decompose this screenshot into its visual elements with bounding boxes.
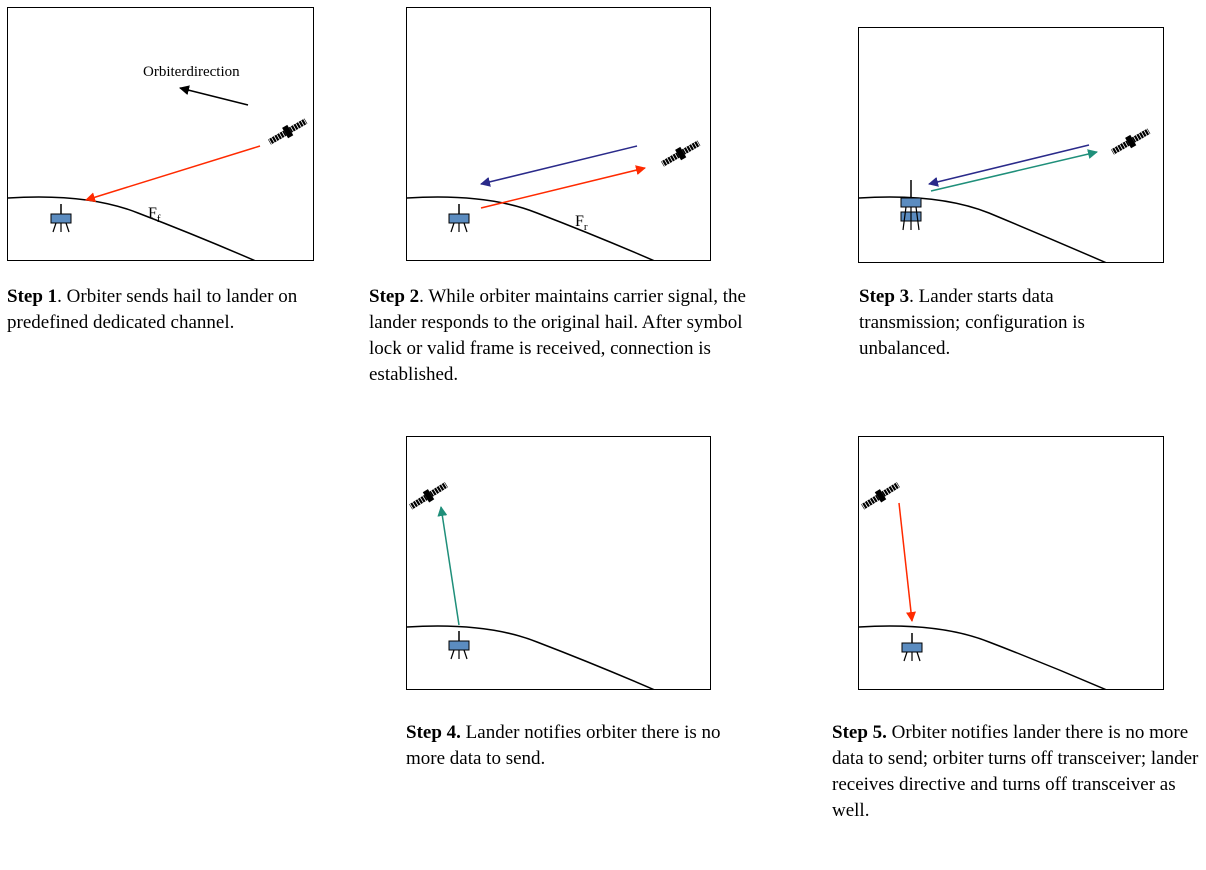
step1-panel: Orbiterdirection Ff: [7, 7, 314, 261]
step4-caption: Step 4. Lander notifies orbiter there is…: [406, 720, 736, 772]
step2-title: Step 2: [369, 286, 420, 307]
step3-panel: [858, 27, 1164, 263]
planet-horizon: [859, 625, 1107, 689]
step3-text: . Lander starts data transmission; confi…: [859, 286, 1085, 359]
step1-diagram: Orbiterdirection Ff: [8, 64, 310, 260]
end-of-data-arrow: [898, 502, 916, 622]
step5-title: Step 5.: [832, 722, 887, 743]
freq-subscript: f: [157, 213, 161, 225]
step2-diagram: Fr: [407, 137, 703, 260]
lander-icon: [50, 203, 72, 233]
planet-horizon: [407, 625, 655, 689]
planet-horizon: [859, 196, 1107, 262]
step4-text: Lander notifies orbiter there is no more…: [406, 722, 721, 769]
step2-panel: Fr: [406, 7, 711, 261]
lander-response-arrow: [480, 165, 646, 209]
step3-title: Step 3: [859, 286, 910, 307]
direction-label: Orbiterdirection: [143, 64, 240, 80]
step5-text: Orbiter notifies lander there is no more…: [832, 722, 1199, 821]
lander-icon: [900, 180, 922, 231]
step4-diagram: [407, 479, 655, 689]
step1-title: Step 1: [7, 286, 58, 307]
satellite-icon: [1109, 125, 1153, 158]
step1-caption: Step 1. Orbiter sends hail to lander on …: [7, 284, 307, 336]
end-of-data-arrow: [437, 506, 460, 626]
lander-icon: [901, 632, 923, 662]
lander-icon: [448, 203, 470, 233]
step4-panel: [406, 436, 711, 690]
svg-text:Ff: Ff: [148, 205, 161, 225]
step3-diagram: [859, 125, 1153, 262]
step5-caption: Step 5. Orbiter notifies lander there is…: [832, 720, 1202, 824]
direction-arrow-icon: [179, 85, 249, 106]
svg-text:Fr: Fr: [575, 213, 588, 233]
satellite-icon: [859, 479, 903, 513]
orbiter-hail-arrow: [85, 145, 261, 203]
freq-label: F: [575, 213, 584, 230]
freq-label: F: [148, 205, 157, 222]
step4-title: Step 4.: [406, 722, 461, 743]
step5-panel: [858, 436, 1164, 690]
planet-horizon: [407, 196, 655, 260]
step2-caption: Step 2. While orbiter maintains carrier …: [369, 284, 749, 388]
satellite-icon: [407, 479, 451, 513]
carrier-signal-arrow: [480, 145, 638, 187]
data-transmission-arrow: [930, 149, 1098, 192]
satellite-icon: [266, 115, 310, 148]
step2-text: . While orbiter maintains carrier signal…: [369, 286, 746, 385]
planet-horizon: [8, 196, 256, 260]
freq-subscript: r: [584, 221, 588, 233]
step3-caption: Step 3. Lander starts data transmission;…: [859, 284, 1099, 362]
carrier-signal-arrow: [928, 144, 1090, 187]
step1-text: . Orbiter sends hail to lander on predef…: [7, 286, 298, 333]
step5-diagram: [859, 479, 1107, 689]
lander-icon: [448, 630, 470, 660]
satellite-icon: [659, 137, 703, 170]
